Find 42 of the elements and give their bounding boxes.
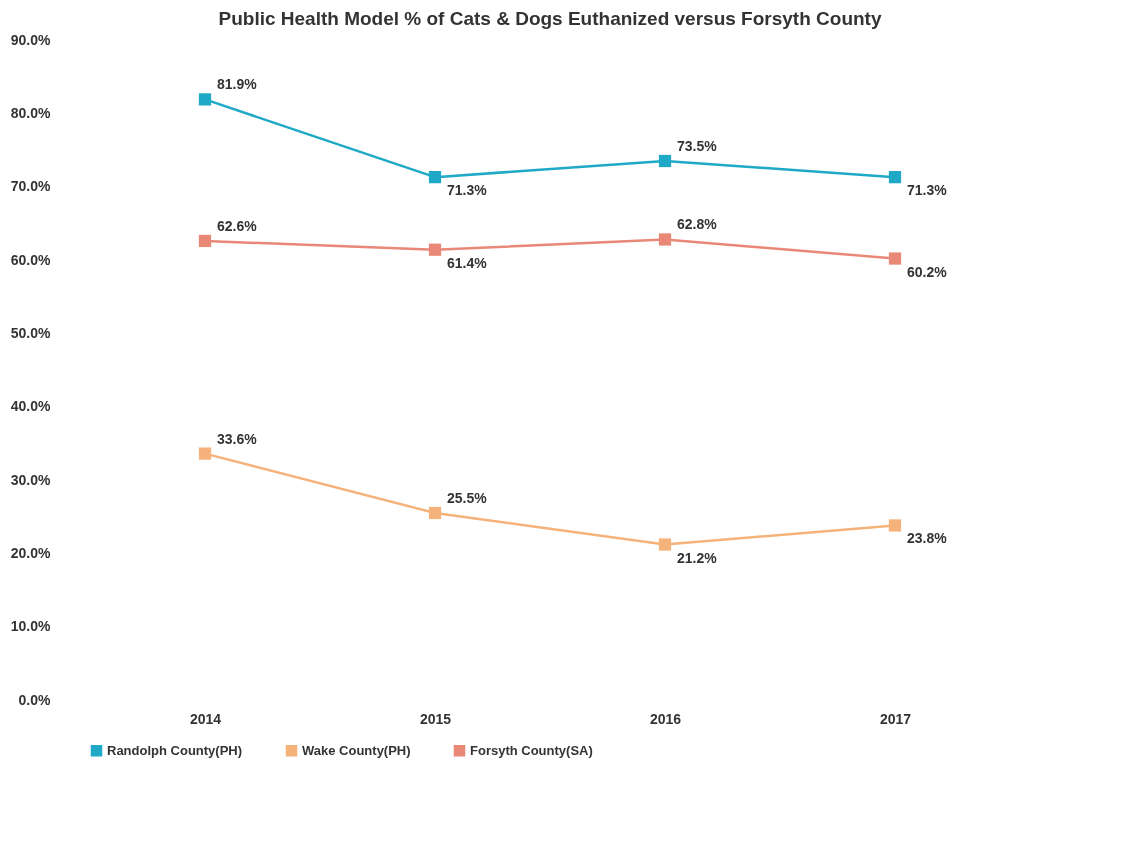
point (198, 234, 212, 248)
y-tick-label: 50.0% (10, 324, 52, 341)
data-label: 81.9% (217, 76, 258, 93)
y-tick-label: 80.0% (10, 104, 52, 121)
y-tick-label: 70.0% (10, 178, 52, 195)
chart-title: Public Health Model % of Cats & Dogs Euthanized versus Forsyth County (218, 8, 882, 29)
legend-label: Forsyth County(SA) (470, 742, 593, 758)
x-tick-label: 2014 (189, 710, 222, 727)
data-label: 62.6% (217, 217, 258, 234)
y-tick-label: 90.0% (10, 31, 52, 48)
data-label: 21.2% (677, 549, 718, 566)
x-tick-label: 2015 (419, 710, 452, 727)
data-label: 23.8% (907, 530, 948, 547)
data-label: 62.8% (677, 216, 718, 233)
point (658, 154, 672, 168)
x-tick-label: 2016 (649, 710, 682, 727)
y-tick-label: 40.0% (10, 398, 52, 415)
point (428, 243, 442, 256)
y-tick-label: 60.0% (10, 251, 52, 268)
data-label: 73.5% (677, 138, 718, 154)
point (888, 171, 902, 184)
point (198, 447, 212, 460)
y-tick-label: 0.0% (18, 691, 52, 708)
point (658, 233, 672, 246)
data-label: 60.2% (907, 263, 948, 280)
x-tick-label: 2017 (879, 710, 912, 727)
data-label: 71.3% (907, 182, 948, 199)
data-label: 71.3% (447, 182, 488, 199)
legend-label: Wake County(PH) (302, 742, 411, 758)
data-label: 25.5% (447, 490, 488, 506)
point (428, 506, 442, 520)
y-tick-label: 30.0% (10, 471, 52, 488)
data-label: 33.6% (217, 430, 258, 447)
y-tick-label: 10.0% (10, 618, 52, 635)
point (428, 171, 442, 184)
legend-label: Randolph County(PH) (107, 742, 243, 758)
point (888, 252, 902, 265)
point (658, 538, 672, 551)
data-label: 61.4% (447, 254, 488, 271)
y-tick-label: 20.0% (10, 544, 52, 561)
point (198, 93, 212, 106)
point (888, 519, 902, 532)
